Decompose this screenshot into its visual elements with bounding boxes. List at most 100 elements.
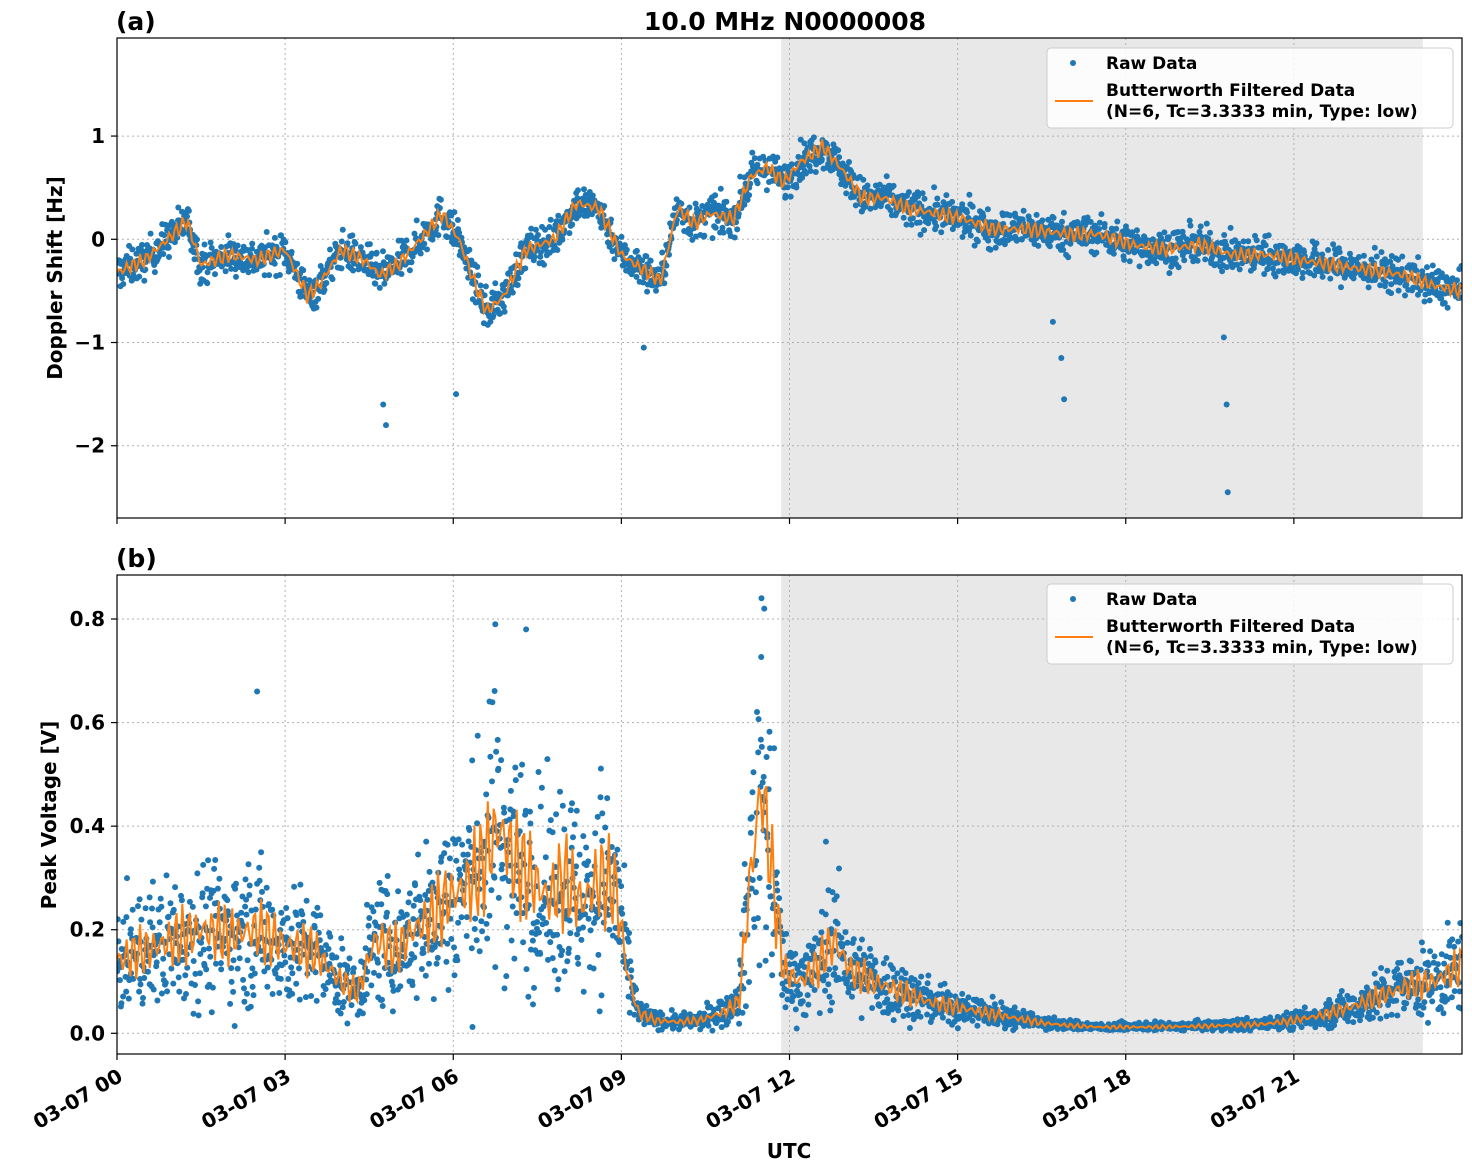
raw-data-point [200, 946, 207, 953]
raw-data-point [271, 260, 278, 267]
raw-data-point [421, 240, 428, 247]
raw-data-point [249, 245, 255, 252]
raw-data-point [589, 211, 595, 218]
raw-data-point [150, 986, 157, 993]
raw-data-point [779, 992, 786, 998]
raw-data-point [869, 1005, 876, 1011]
raw-data-point [921, 227, 928, 234]
raw-data-point [801, 140, 808, 147]
raw-data-point [852, 202, 859, 209]
raw-data-point [289, 970, 296, 977]
raw-data-point [589, 192, 596, 199]
raw-data-point [1350, 275, 1357, 282]
raw-data-point [1274, 1015, 1281, 1022]
raw-data-point [755, 716, 762, 723]
raw-data-point [1059, 218, 1065, 225]
raw-data-point [458, 914, 465, 921]
raw-data-point [161, 232, 168, 239]
raw-data-point [1283, 1009, 1290, 1016]
raw-data-point [633, 986, 640, 993]
raw-data-point [717, 185, 724, 192]
raw-data-point [599, 810, 606, 817]
raw-data-point [162, 979, 169, 986]
raw-data-point [117, 977, 123, 984]
raw-data-point [258, 849, 265, 856]
raw-data-point [909, 215, 916, 222]
raw-data-point [141, 975, 148, 981]
raw-data-point [1441, 300, 1448, 306]
figure-title: 10.0 MHz N0000008 [644, 7, 926, 36]
raw-data-point [541, 261, 547, 268]
raw-data-point [723, 198, 730, 205]
raw-data-point [495, 894, 502, 901]
raw-data-point [207, 953, 214, 960]
raw-data-point [576, 851, 583, 858]
raw-data-point [938, 229, 945, 236]
raw-data-point [954, 1025, 961, 1032]
raw-data-point [514, 282, 521, 288]
raw-data-point [378, 901, 385, 908]
raw-data-point [924, 1011, 931, 1018]
raw-data-point [418, 908, 424, 915]
raw-data-point [1272, 273, 1279, 280]
raw-data-point [506, 816, 513, 823]
raw-data-point [846, 159, 852, 165]
raw-data-point [847, 973, 853, 980]
raw-data-point [1060, 209, 1067, 216]
raw-data-point [512, 764, 519, 771]
raw-data-point [1059, 241, 1066, 248]
raw-data-point [1264, 265, 1271, 272]
raw-data-point [921, 195, 928, 202]
raw-data-point [238, 909, 245, 916]
raw-data-point [523, 966, 530, 973]
raw-data-point [322, 986, 329, 993]
raw-data-point [549, 829, 556, 836]
raw-data-point [228, 265, 235, 272]
raw-data-point [1096, 226, 1102, 232]
raw-data-point [374, 959, 381, 966]
raw-data-point [455, 919, 462, 926]
raw-data-point [495, 765, 502, 772]
y-tick-label: 1 [91, 124, 105, 148]
raw-data-point [213, 960, 219, 967]
raw-data-point [766, 728, 773, 735]
raw-data-point [1067, 240, 1074, 247]
raw-data-point [233, 273, 239, 280]
raw-data-point [1196, 228, 1203, 235]
raw-data-point [535, 232, 541, 238]
raw-data-point [441, 850, 448, 857]
raw-data-point [592, 830, 599, 837]
raw-data-point [124, 875, 130, 882]
raw-data-point [1149, 236, 1156, 243]
raw-data-point [527, 820, 534, 827]
legend-box [1046, 47, 1454, 129]
raw-data-point [1227, 224, 1234, 231]
raw-data-point [574, 954, 581, 961]
raw-data-point [158, 990, 165, 997]
raw-data-point [539, 915, 546, 922]
raw-data-point [123, 914, 130, 921]
raw-data-point [844, 939, 851, 946]
raw-data-point [590, 965, 597, 972]
raw-data-point [576, 209, 583, 216]
raw-data-point [297, 881, 304, 888]
raw-data-point [145, 968, 151, 975]
raw-data-point [803, 952, 810, 959]
raw-data-point [207, 894, 213, 901]
raw-data-point [1388, 281, 1395, 288]
raw-data-point [491, 874, 498, 881]
raw-data-point [369, 272, 376, 279]
raw-data-point [943, 192, 950, 199]
raw-data-point [966, 191, 973, 198]
raw-data-point [618, 883, 625, 890]
raw-data-point [410, 916, 417, 922]
raw-data-point [551, 967, 558, 974]
raw-data-point [256, 864, 263, 871]
raw-data-point [1007, 212, 1014, 219]
raw-data-point [208, 244, 215, 251]
raw-data-point [1319, 273, 1326, 280]
raw-data-point [370, 908, 377, 915]
raw-data-point [155, 253, 162, 260]
raw-data-point [1121, 256, 1128, 263]
raw-data-point [915, 980, 922, 987]
